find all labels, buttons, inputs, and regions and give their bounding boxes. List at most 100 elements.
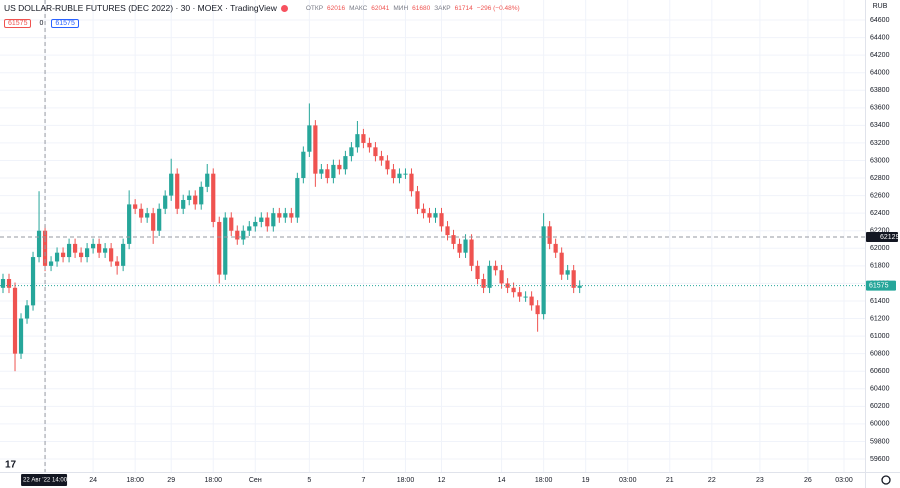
candle-body (72, 243, 78, 253)
y-tick-label: 64600 (870, 17, 890, 24)
y-tick-label: 60200 (870, 403, 890, 410)
y-tick-label: 63400 (870, 122, 890, 129)
trade-row: 61575 0 61575 (4, 17, 520, 29)
candle-body (199, 186, 204, 205)
buy-button[interactable]: 61575 (51, 18, 79, 28)
candle-body (319, 169, 324, 174)
candle-body (379, 156, 384, 161)
candle-body (193, 195, 198, 205)
candle-body (367, 142, 372, 148)
candle-body (403, 173, 408, 175)
candle-body (91, 243, 96, 249)
candle-body (36, 230, 42, 258)
candle-body (217, 221, 222, 275)
y-tick-label: 62800 (870, 175, 890, 182)
y-tick-label: 61200 (870, 315, 890, 322)
candle-body (343, 156, 348, 170)
candle-body (0, 279, 6, 288)
candle-body (565, 270, 570, 275)
ohlc-label: МАКС (349, 4, 368, 12)
candle-body (97, 243, 102, 253)
y-tick-label: 60800 (870, 350, 890, 357)
settings-icon[interactable] (881, 475, 891, 485)
candle-body (211, 173, 216, 222)
candle-body (241, 230, 246, 240)
candle-body (517, 292, 522, 297)
legend: US DOLLAR-RUBLE FUTURES (DEC 2022) · 30 … (4, 2, 520, 29)
candle-body (577, 285, 582, 288)
x-tick-label: 18:00 (535, 477, 553, 484)
x-tick-label: 24 (89, 477, 97, 484)
candle-body (529, 296, 534, 306)
y-tick-label: 62200 (870, 228, 890, 235)
y-tick-label: 61000 (870, 333, 890, 340)
candle-body (24, 305, 30, 319)
candle-body (66, 243, 72, 258)
candle-body (247, 226, 252, 231)
symbol: US DOLLAR-RUBLE FUTURES (DEC 2022) · 30 … (4, 3, 277, 13)
candle-body (463, 239, 468, 253)
candle-body (18, 318, 24, 354)
x-tick-label: 22 (708, 477, 716, 484)
candle-body (535, 305, 540, 315)
candle-body (151, 213, 156, 231)
crosshair-price: 62129 (880, 234, 900, 241)
gear[interactable] (881, 475, 891, 485)
candle-body (259, 217, 264, 222)
y-tick-label: 59800 (870, 438, 890, 445)
candle-body (499, 270, 504, 284)
candle-body (60, 252, 66, 258)
candle-body (337, 164, 342, 170)
candle-body (277, 213, 282, 218)
crosshair-time-badge (21, 474, 68, 486)
candle-body (181, 200, 186, 209)
y-unit: RUB (873, 3, 888, 10)
candle-body (457, 243, 462, 253)
change: −296 (−0.48%) (476, 4, 520, 12)
candle-body (121, 243, 126, 266)
x-tick-label: 5 (307, 477, 311, 484)
crosshair-price-badge (866, 231, 898, 242)
y-tick-label: 63600 (870, 105, 890, 112)
x-tick-label: 29 (167, 477, 175, 484)
x-tick-label: 7 (361, 477, 365, 484)
x-tick-label: 21 (666, 477, 674, 484)
candle-body (307, 125, 312, 152)
candle-body (48, 261, 54, 266)
candle-body (157, 208, 162, 231)
ohlc-label: ОТКР (305, 4, 324, 12)
y-tick-label: 64000 (870, 70, 890, 77)
ohlc-value: 62041 (371, 4, 390, 12)
candle-body (139, 208, 144, 218)
logo-mark: 17 (5, 460, 17, 471)
candle-body (235, 230, 240, 240)
legend-row: US DOLLAR-RUBLE FUTURES (DEC 2022) · 30 … (4, 2, 520, 14)
y-tick-label: 60000 (870, 421, 890, 428)
candle-body (253, 221, 258, 227)
candle-body (349, 147, 354, 157)
sell-button[interactable]: 61575 (4, 18, 32, 28)
candle-body (361, 134, 366, 143)
x-tick-label: 03:00 (835, 477, 853, 484)
y-tick-label: 64400 (870, 34, 890, 41)
candle-body (397, 173, 402, 179)
candle-body (475, 265, 480, 280)
candle-body (553, 243, 558, 253)
candle-body (391, 169, 396, 179)
ohlc-value: 61714 (454, 4, 473, 12)
candle-body (523, 296, 528, 298)
candle-body (187, 195, 192, 201)
candle-body (103, 248, 108, 253)
tv-logo: 17 (5, 460, 17, 471)
candle-body (145, 213, 150, 218)
y-tick-label: 62000 (870, 245, 890, 252)
last-price-badge (866, 280, 896, 291)
candle-body (427, 213, 432, 218)
x-tick-label: 18:00 (204, 477, 222, 484)
x-tick-label: 23 (756, 477, 764, 484)
y-tick-label: 63000 (870, 157, 890, 164)
candle-body (415, 191, 420, 209)
y-tick-label: 64200 (870, 52, 890, 59)
candle-body (30, 257, 36, 306)
candle-body (547, 226, 552, 244)
